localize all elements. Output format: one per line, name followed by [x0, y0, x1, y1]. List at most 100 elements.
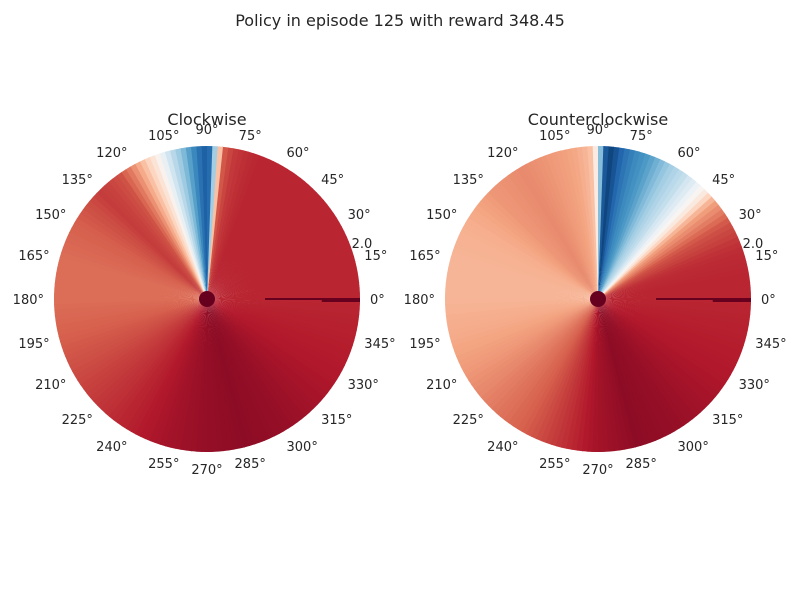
heatmap-cell — [207, 299, 356, 342]
heatmap-cell — [555, 299, 598, 448]
heatmap-cell — [598, 299, 751, 321]
theta-tick-label: 150° — [426, 208, 457, 223]
heatmap-cell — [598, 171, 688, 299]
heatmap-cell — [487, 299, 598, 410]
heatmap-cell — [462, 222, 598, 299]
heatmap-cell — [59, 251, 207, 299]
heatmap-cell — [464, 217, 598, 299]
heatmap-cell — [185, 299, 207, 452]
heatmap-cell — [207, 299, 332, 394]
heatmap-cell — [138, 159, 207, 299]
heatmap-cell — [598, 299, 680, 432]
heatmap-cell — [455, 236, 598, 299]
heatmap-cell — [207, 299, 303, 423]
heatmap-cell — [207, 161, 279, 299]
heatmap-cell — [560, 299, 598, 449]
theta-tick-label: 255° — [148, 457, 179, 472]
heatmap-cell — [480, 299, 598, 403]
heatmap-cell — [598, 184, 705, 299]
heatmap-cell — [207, 299, 345, 371]
heatmap-cell — [73, 217, 207, 299]
heatmap-cell — [598, 299, 713, 406]
heatmap-cell — [598, 299, 751, 315]
theta-tick-label: 105° — [148, 129, 179, 144]
heatmap-cell — [598, 299, 750, 326]
heatmap-cell — [446, 272, 598, 299]
heatmap-cell — [598, 299, 746, 347]
theta-tick-label: 240° — [96, 440, 127, 455]
panel-title: Counterclockwise — [528, 110, 668, 129]
theta-tick-label: 135° — [62, 173, 93, 188]
heatmap-cell — [598, 299, 744, 352]
heatmap-cell — [516, 299, 598, 433]
radial-tick-label: 2.0 — [352, 237, 373, 252]
theta-tick-label: 315° — [321, 413, 352, 428]
heatmap-cell — [598, 299, 720, 398]
theta-tick-label: 180° — [13, 293, 44, 308]
heatmap-cell — [130, 299, 207, 435]
heatmap-cell — [449, 256, 598, 299]
theta-tick-label: 0° — [761, 293, 776, 308]
heatmap-cell — [598, 299, 736, 371]
heatmap-cell — [207, 147, 234, 299]
theta-tick-label: 90° — [195, 123, 218, 138]
heatmap-cell — [598, 299, 698, 420]
heatmap-cell — [598, 165, 680, 299]
theta-tick-label: 75° — [630, 129, 653, 144]
heatmap-cell — [86, 299, 207, 399]
theta-tick-label: 165° — [409, 249, 440, 264]
theta-tick-label: 15° — [755, 249, 778, 264]
heatmap-cell — [207, 165, 289, 299]
heatmap-cell — [598, 188, 709, 299]
heatmap-cell — [207, 217, 340, 299]
heatmap-cell — [465, 299, 598, 381]
heatmap-cell — [596, 145, 604, 299]
heatmap-cell — [598, 146, 620, 299]
heatmap-cell — [69, 227, 208, 299]
heatmap-cell — [598, 299, 726, 389]
heatmap-cell — [82, 204, 207, 299]
heatmap-cell — [598, 299, 741, 362]
theta-tick-label: 225° — [62, 413, 93, 428]
heatmap-cell — [207, 181, 310, 299]
heatmap-cell — [207, 299, 341, 381]
heatmap-cell — [100, 299, 207, 414]
heatmap-cell — [62, 241, 208, 299]
heatmap-cell — [598, 163, 675, 299]
heatmap-cell — [525, 161, 598, 299]
heatmap-cell — [99, 185, 207, 299]
center-marker — [199, 291, 215, 307]
heatmap-cell — [598, 299, 732, 381]
panel-title: Clockwise — [167, 110, 246, 129]
polar-panel-counterclockwise: Counterclockwise 0° 15° 30° 45° 60° 75° 90° 105… — [404, 110, 787, 478]
heatmap-cell — [207, 195, 325, 299]
heatmap-cell — [207, 299, 358, 331]
heatmap-cell — [67, 299, 207, 368]
heatmap-cell — [598, 217, 731, 299]
heatmap-cell — [79, 209, 207, 299]
heatmap-cell — [207, 148, 239, 299]
heatmap-cell — [120, 169, 207, 299]
heatmap-cell — [507, 172, 598, 299]
theta-tick-label: 315° — [712, 413, 743, 428]
heatmap-cell — [598, 221, 734, 299]
theta-tick-label: 105° — [539, 129, 570, 144]
theta-tick-label: 210° — [426, 378, 457, 393]
heatmap-cell — [598, 191, 712, 299]
heatmap-cell — [207, 299, 311, 417]
heatmap-cell — [207, 150, 250, 299]
heatmap-cell — [207, 299, 322, 406]
heatmap-cell — [598, 154, 656, 299]
heatmap-cell — [61, 246, 207, 299]
heatmap-cell — [512, 299, 598, 430]
heatmap-cell — [470, 209, 598, 299]
heatmap-cell — [207, 299, 352, 357]
heatmap-cell — [196, 299, 207, 452]
heatmap-cell — [598, 147, 625, 299]
heatmap-cell — [207, 188, 318, 299]
heatmap-cell — [207, 154, 265, 299]
heatmap-cell — [598, 149, 636, 299]
heatmap-cell — [598, 174, 693, 299]
zero-angle-band-outer — [321, 298, 360, 302]
heatmap-cell — [80, 299, 207, 390]
